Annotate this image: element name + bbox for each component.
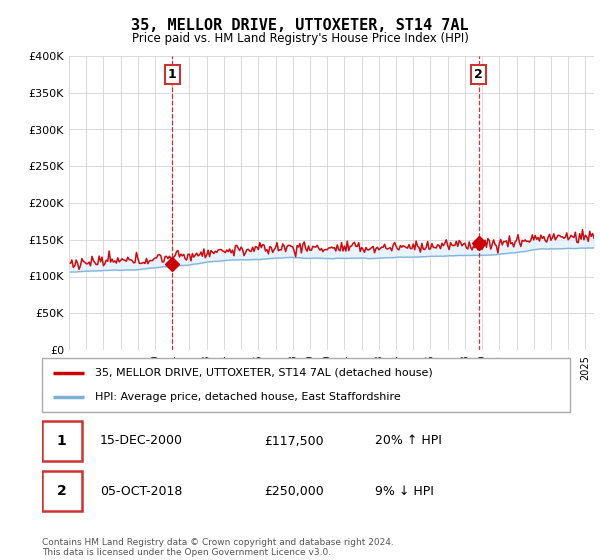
Text: 1: 1: [57, 434, 67, 448]
Text: 05-OCT-2018: 05-OCT-2018: [100, 485, 182, 498]
Text: 1: 1: [168, 68, 176, 81]
FancyBboxPatch shape: [42, 358, 570, 412]
Text: Price paid vs. HM Land Registry's House Price Index (HPI): Price paid vs. HM Land Registry's House …: [131, 32, 469, 45]
FancyBboxPatch shape: [42, 472, 82, 511]
Text: 20% ↑ HPI: 20% ↑ HPI: [374, 435, 442, 447]
Text: 9% ↓ HPI: 9% ↓ HPI: [374, 485, 434, 498]
Text: Contains HM Land Registry data © Crown copyright and database right 2024.
This d: Contains HM Land Registry data © Crown c…: [42, 538, 394, 557]
Text: 2: 2: [474, 68, 483, 81]
Text: £117,500: £117,500: [264, 435, 323, 447]
Text: 15-DEC-2000: 15-DEC-2000: [100, 435, 183, 447]
Text: 35, MELLOR DRIVE, UTTOXETER, ST14 7AL: 35, MELLOR DRIVE, UTTOXETER, ST14 7AL: [131, 18, 469, 34]
Text: HPI: Average price, detached house, East Staffordshire: HPI: Average price, detached house, East…: [95, 392, 401, 402]
Text: 2: 2: [57, 484, 67, 498]
FancyBboxPatch shape: [42, 421, 82, 461]
Text: 35, MELLOR DRIVE, UTTOXETER, ST14 7AL (detached house): 35, MELLOR DRIVE, UTTOXETER, ST14 7AL (d…: [95, 368, 433, 378]
Text: £250,000: £250,000: [264, 485, 323, 498]
